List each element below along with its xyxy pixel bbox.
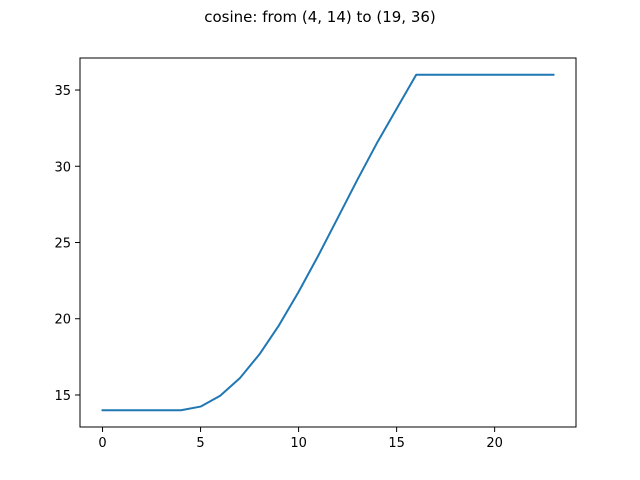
y-axis: 15 20 25 30 35: [54, 84, 80, 404]
x-tick-label: 20: [486, 436, 503, 451]
x-axis: 0 5 10 15 20: [98, 427, 503, 451]
x-tick-label: 0: [98, 436, 106, 451]
y-tick-label: 35: [54, 84, 71, 99]
y-tick-label: 30: [54, 160, 71, 175]
y-tick-label: 20: [54, 313, 71, 328]
x-tick-label: 15: [388, 436, 405, 451]
chart-title: cosine: from (4, 14) to (19, 36): [204, 8, 436, 26]
series-line: [101, 73, 555, 412]
series-layer: [101, 73, 555, 412]
x-tick-label: 5: [196, 436, 204, 451]
y-tick-label: 25: [54, 237, 71, 252]
plot-frame: [79, 57, 577, 428]
plot-area: [80, 58, 576, 427]
y-tick-label: 15: [54, 389, 71, 404]
x-tick-label: 10: [290, 436, 307, 451]
